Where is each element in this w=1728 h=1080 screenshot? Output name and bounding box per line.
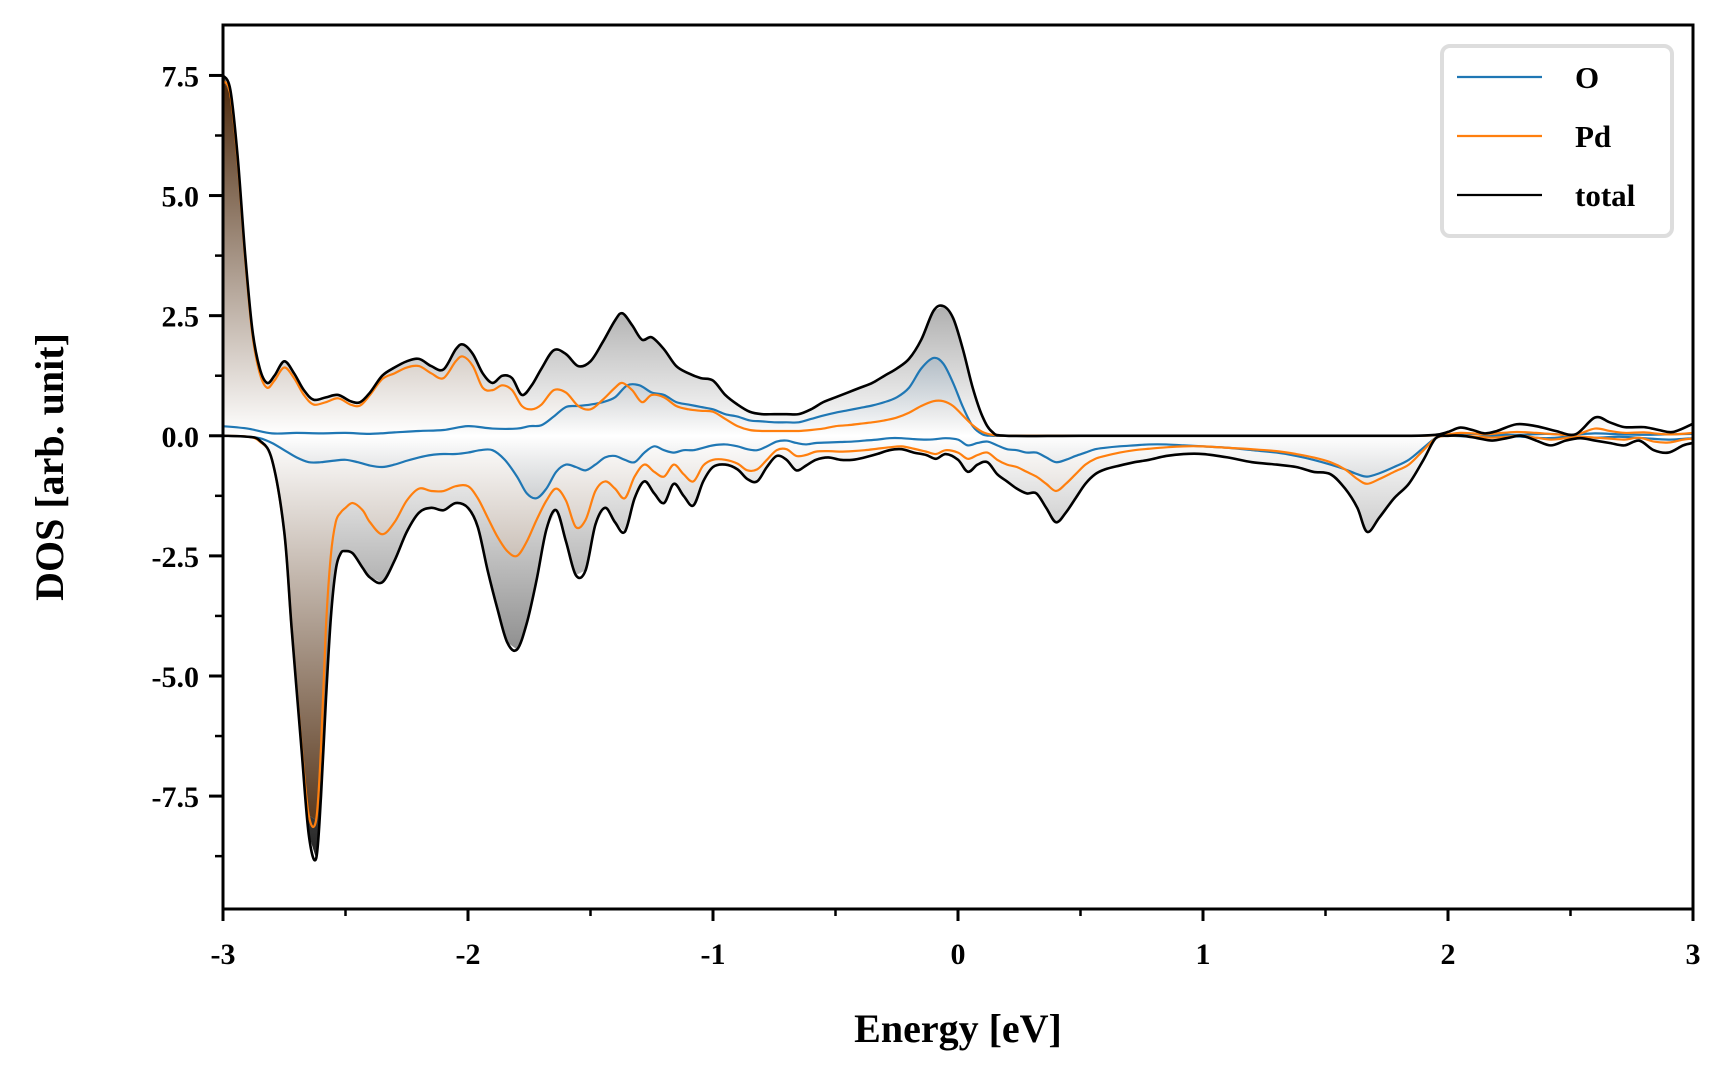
y-tick-label: 5.0 [162, 181, 200, 214]
legend-entry-pd: Pd [1457, 119, 1611, 154]
x-tick-label: -3 [211, 938, 236, 971]
legend-entry-o: O [1457, 60, 1599, 95]
x-tick-label: 2 [1441, 938, 1456, 971]
legend-label: total [1575, 178, 1636, 213]
x-tick-label: -1 [701, 938, 726, 971]
fill-pd-up [223, 80, 1693, 436]
x-tick-label: 3 [1686, 938, 1701, 971]
legend: O Pd total [1440, 44, 1674, 238]
line-total-up [221, 74, 1694, 438]
y-tick-label: 2.5 [162, 301, 200, 334]
line-o-down [222, 434, 1694, 500]
axis-ticks: -3 -2 -1 0 1 2 3 -7.5 -5.0 -2.5 0.0 2.5 5.0 7.5 [152, 60, 1701, 971]
line-total-down [222, 434, 1694, 862]
line-pd-down [222, 434, 1694, 829]
y-tick-label: -5.0 [152, 661, 200, 694]
legend-label: Pd [1575, 119, 1611, 154]
x-tick-label: 0 [951, 938, 966, 971]
y-tick-label: -7.5 [152, 781, 200, 814]
legend-label: O [1575, 60, 1599, 95]
x-tick-label: 1 [1196, 938, 1211, 971]
y-axis-label: DOS [arb. unit] [27, 333, 72, 601]
y-tick-label: 7.5 [162, 60, 200, 93]
fill-pd-down [223, 435, 1693, 821]
series-lines [221, 74, 1694, 862]
legend-box [1440, 44, 1674, 238]
y-tick-label: 0.0 [162, 421, 200, 454]
y-tick-label: -2.5 [152, 541, 200, 574]
x-axis-label: Energy [eV] [854, 1006, 1062, 1051]
fill-total-up [223, 75, 1693, 436]
x-tick-label: -2 [456, 938, 481, 971]
fill-o-down [223, 435, 1693, 499]
legend-entry-total: total [1457, 178, 1636, 213]
fill-total-down [223, 435, 1693, 859]
